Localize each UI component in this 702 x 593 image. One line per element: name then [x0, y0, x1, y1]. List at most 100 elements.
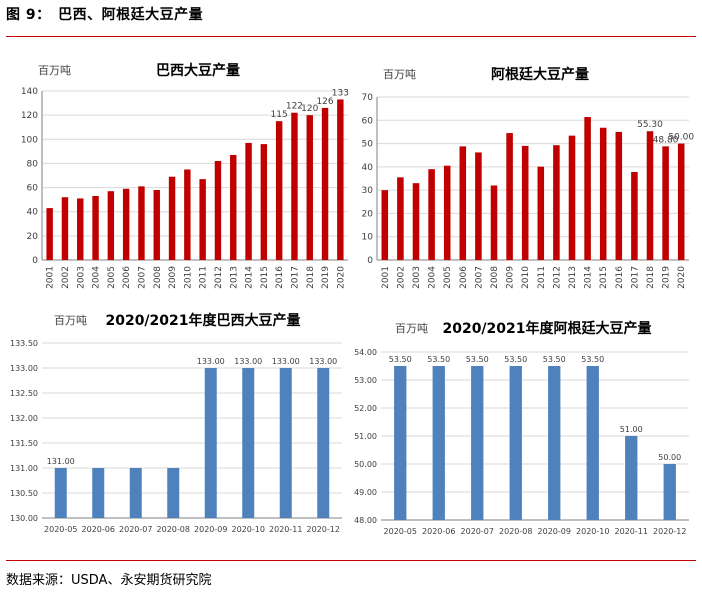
bar	[521, 145, 529, 260]
x-tick-label: 2020-09	[538, 527, 571, 536]
data-label: 53.50	[427, 355, 450, 364]
y-tick-label: 40	[362, 163, 374, 173]
y-tick-label: 30	[362, 186, 374, 196]
y-tick-label: 53.00	[354, 376, 377, 385]
x-tick-label: 2020-09	[194, 525, 227, 534]
chart-svg: 130.00 130.50 131.00 131.50 132.00 132.50 133.…	[10, 339, 342, 534]
x-tick-label: 2020-11	[269, 525, 302, 534]
x-tick-label: 2006	[459, 266, 469, 289]
y-tick-label: 133.50	[10, 339, 38, 348]
bar	[199, 179, 206, 260]
x-tick-label: 2017	[290, 266, 300, 289]
bar	[122, 188, 130, 260]
bar	[153, 189, 160, 260]
data-label: 53.50	[504, 355, 527, 364]
bar	[168, 176, 176, 260]
bar	[230, 154, 237, 260]
x-tick-label: 2020-05	[384, 527, 417, 536]
y-tick-label: 50.00	[354, 460, 377, 469]
bar	[107, 191, 115, 260]
bar	[394, 366, 407, 520]
data-label: 126	[316, 97, 333, 107]
x-tick-label: 2014	[245, 266, 255, 289]
x-tick-label: 2020	[336, 266, 346, 289]
x-tick-label: 2020-12	[653, 527, 686, 536]
data-label: 133.00	[234, 357, 262, 366]
chart-svg: 0 10 20 30 40 50 60 70 2001 2002 2003 2004 2005 2006 2…	[362, 93, 695, 289]
x-tick-label: 2018	[306, 266, 316, 289]
x-tick-label: 2020-12	[307, 525, 340, 534]
bar	[54, 468, 67, 518]
x-tick-label: 2020-10	[232, 525, 265, 534]
y-tick-label: 130.50	[10, 489, 38, 498]
data-label: 51.00	[620, 425, 643, 434]
x-tick-label: 2008	[153, 266, 163, 289]
x-tick-label: 2004	[428, 266, 438, 289]
y-tick-label: 132.50	[10, 389, 38, 398]
x-tick-label: 2010	[183, 266, 193, 289]
x-tick-label: 2020-08	[499, 527, 532, 536]
x-tick-label: 2015	[260, 266, 270, 289]
bar	[138, 186, 145, 260]
bar	[662, 146, 669, 260]
y-tick-label: 60	[362, 116, 374, 126]
x-tick-label: 2020-10	[576, 527, 609, 536]
data-label: 133.00	[272, 357, 300, 366]
bar	[46, 208, 53, 260]
x-tick-label: 2011	[199, 266, 209, 289]
unit-label: 百万吨	[38, 64, 71, 77]
unit-label: 百万吨	[383, 68, 416, 81]
bar	[615, 131, 623, 260]
x-tick-label: 2012	[552, 266, 562, 289]
y-tick-label: 20	[362, 209, 374, 219]
x-tick-label: 2020-07	[461, 527, 494, 536]
bar	[381, 190, 389, 260]
y-tick-label: 51.00	[354, 432, 377, 441]
x-tick-label: 2013	[568, 266, 578, 289]
x-tick-label: 2009	[168, 266, 178, 289]
bar	[279, 368, 292, 518]
bar	[548, 366, 561, 520]
y-tick-label: 131.50	[10, 439, 38, 448]
bar	[291, 112, 298, 260]
x-tick-label: 2020	[677, 266, 687, 289]
y-tick-label: 52.00	[354, 404, 377, 413]
x-tick-label: 2014	[584, 266, 594, 289]
data-label: 120	[301, 104, 318, 114]
bar	[677, 143, 685, 260]
bar	[537, 166, 545, 260]
data-label: 133	[332, 88, 349, 98]
x-tick-label: 2019	[662, 266, 672, 289]
bar	[337, 99, 344, 260]
bar	[317, 368, 330, 518]
x-tick-label: 2005	[107, 266, 117, 289]
data-label: 53.50	[543, 355, 566, 364]
chart-brazil-production: 百万吨 巴西大豆产量 0 20 40 60 80 100 120 140 2001 2002 200…	[8, 58, 353, 298]
y-tick-label: 49.00	[354, 488, 377, 497]
y-tick-label: 140	[21, 87, 38, 97]
bar	[490, 185, 498, 260]
data-label: 50.00	[658, 453, 681, 462]
x-tick-label: 2020-11	[615, 527, 648, 536]
bar	[586, 366, 599, 520]
bar	[61, 197, 69, 260]
bar	[412, 183, 420, 260]
bar	[568, 135, 576, 260]
x-tick-label: 2007	[137, 266, 147, 289]
unit-label: 百万吨	[395, 322, 428, 335]
bar	[214, 161, 222, 260]
x-tick-label: 2002	[396, 266, 406, 289]
bar	[553, 145, 560, 260]
chart-title: 阿根廷大豆产量	[491, 67, 589, 83]
data-label: 48.80	[653, 135, 679, 145]
x-tick-label: 2009	[506, 266, 516, 289]
bar	[443, 165, 451, 260]
bar	[599, 127, 607, 260]
y-tick-label: 54.00	[354, 348, 377, 357]
bar	[475, 152, 482, 260]
bar	[260, 144, 268, 260]
data-label: 133.00	[309, 357, 337, 366]
bar	[506, 133, 513, 260]
data-label: 53.50	[389, 355, 412, 364]
y-tick-label: 60	[27, 184, 39, 194]
